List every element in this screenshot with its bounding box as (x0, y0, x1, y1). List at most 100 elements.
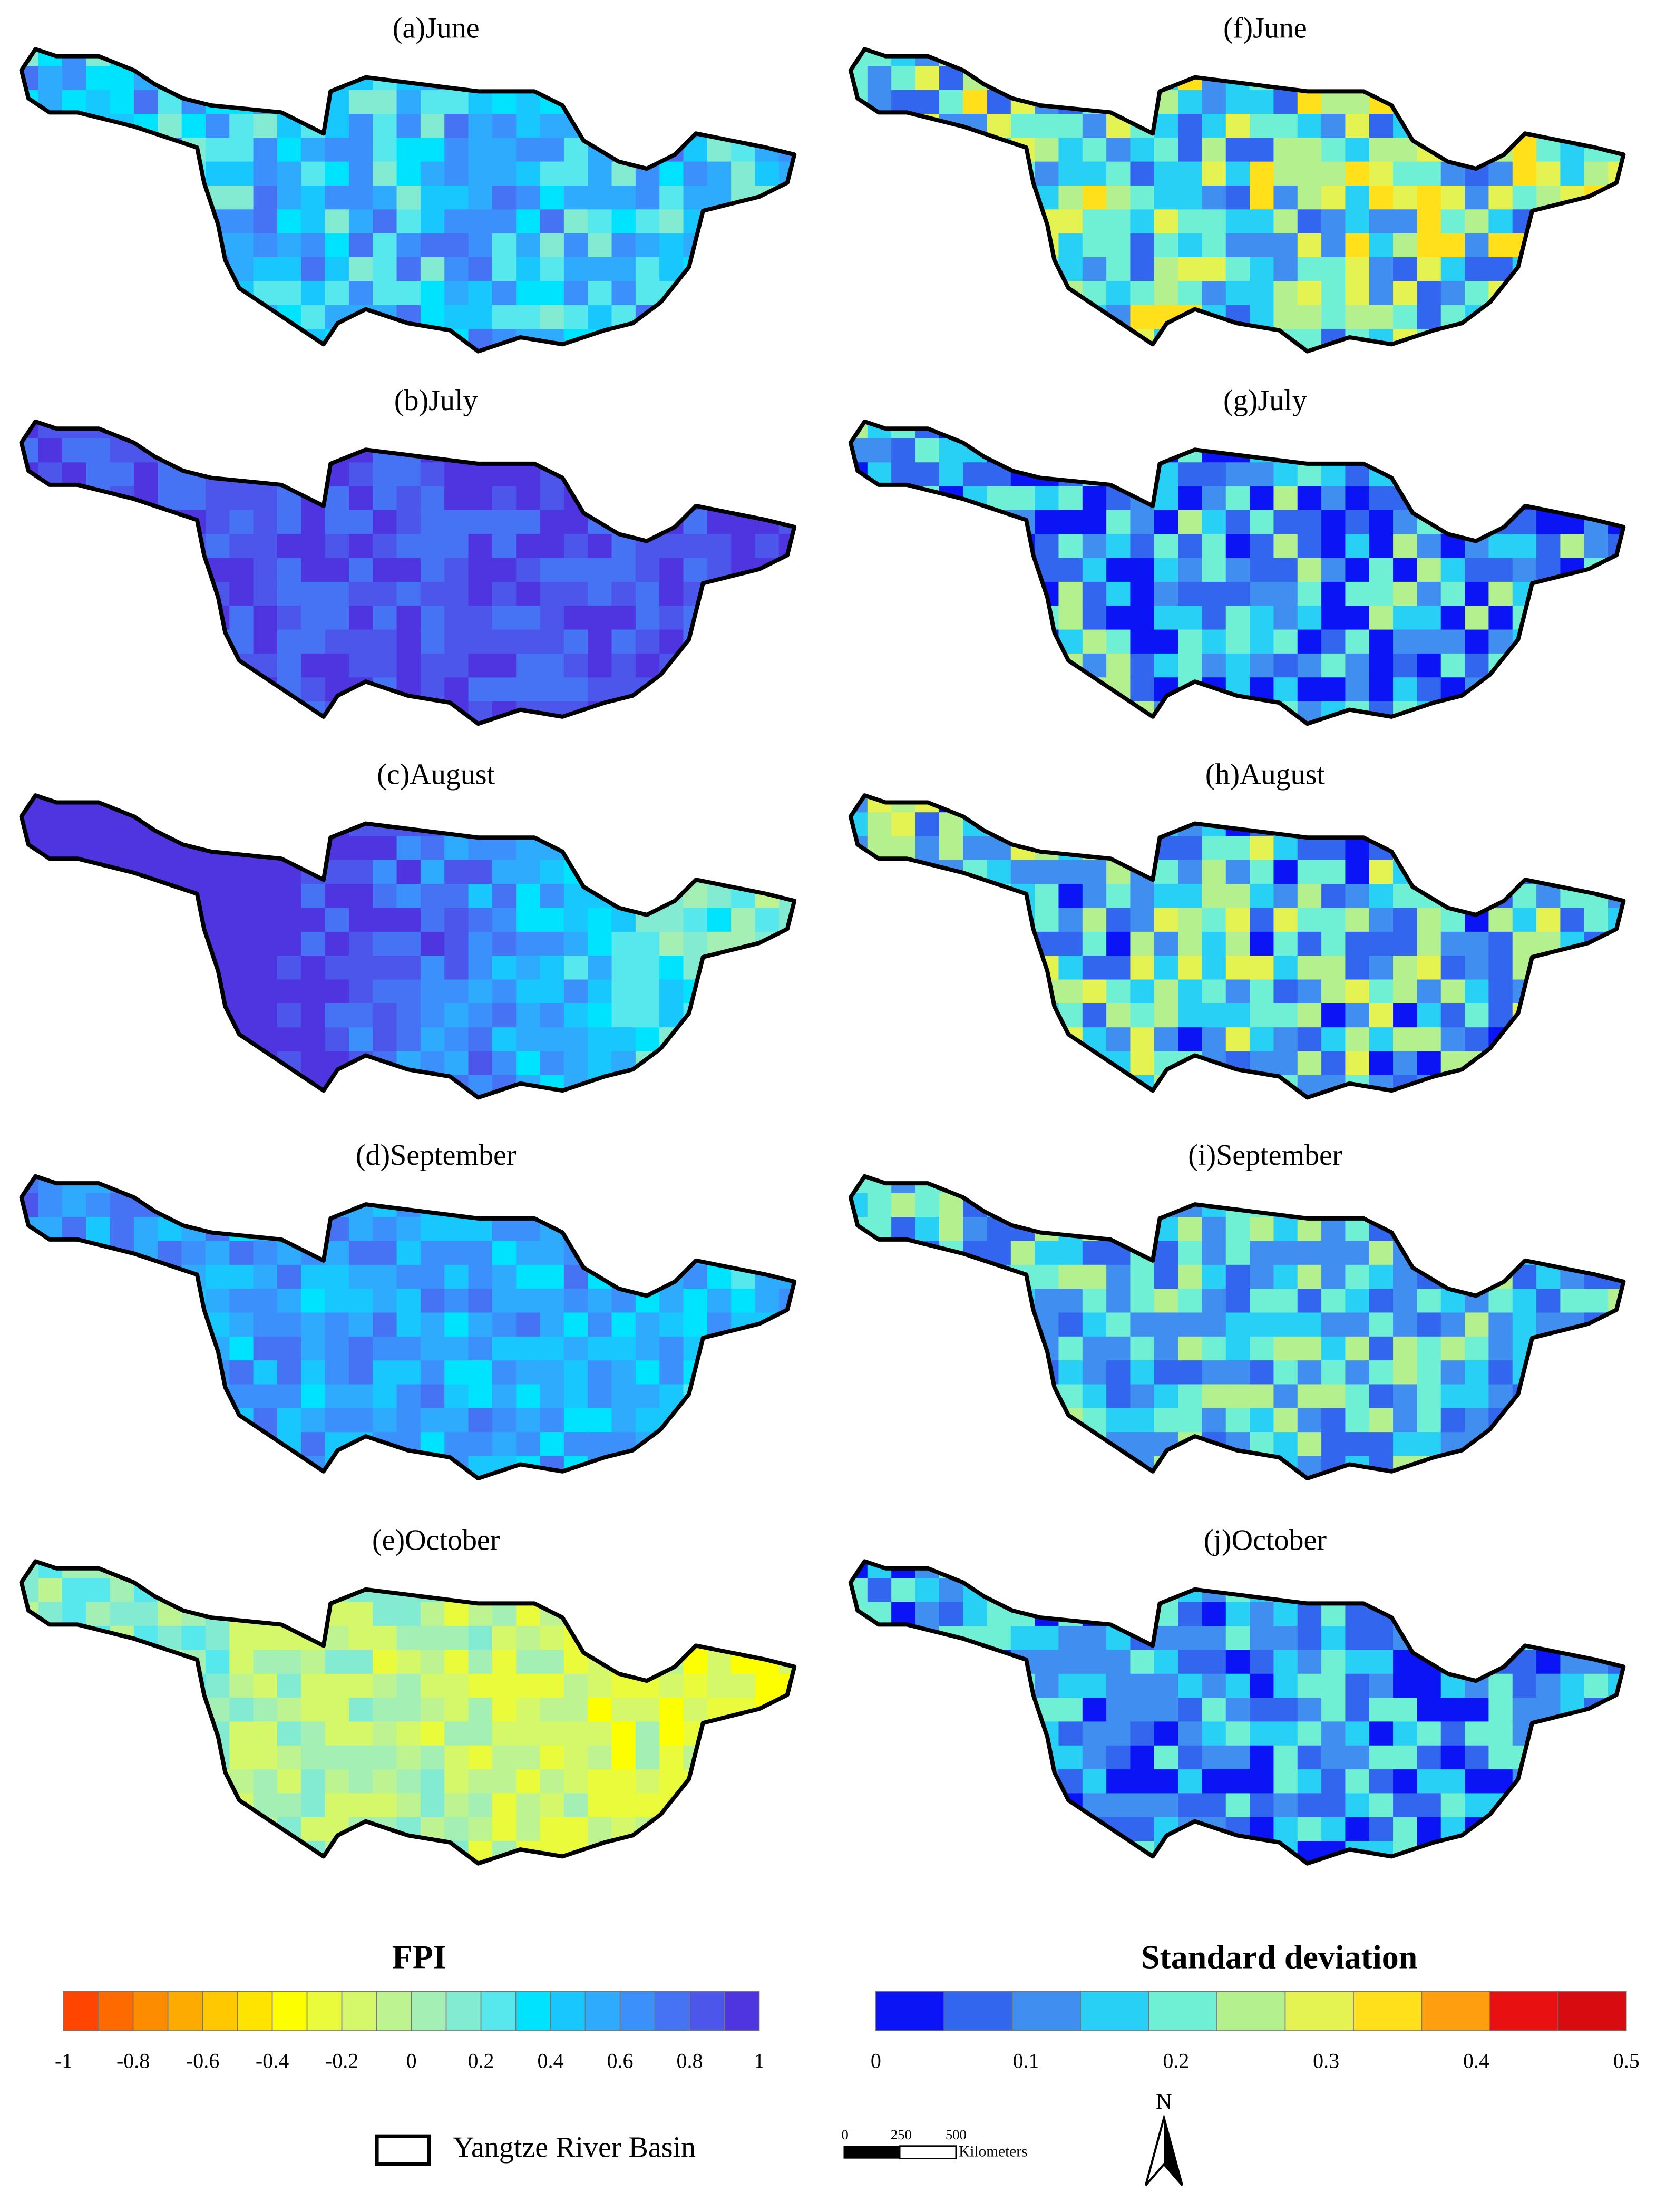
grid-cell (21, 1360, 39, 1385)
grid-cell (229, 1312, 254, 1338)
grid-cell (915, 1602, 940, 1627)
grid-cell (420, 1408, 445, 1433)
grid-cell (301, 510, 326, 535)
grid-cell (253, 1817, 278, 1842)
grid-cell (731, 677, 756, 702)
grid-cell (1393, 558, 1418, 583)
grid-cell (348, 185, 374, 210)
grid-cell (850, 113, 869, 139)
grid-cell (1250, 1865, 1274, 1889)
grid-cell (1440, 1217, 1466, 1242)
grid-cell (205, 1456, 230, 1479)
grid-cell (963, 1336, 988, 1361)
grid-cell (963, 328, 988, 352)
grid-cell (915, 353, 940, 377)
grid-cell (1154, 281, 1179, 306)
grid-cell (181, 860, 207, 885)
grid-cell (1512, 1027, 1537, 1052)
grid-cell (325, 1456, 350, 1479)
grid-cell (277, 979, 302, 1005)
grid-cell (62, 1721, 87, 1747)
grid-cell (563, 1051, 589, 1076)
grid-cell (987, 1312, 1012, 1338)
grid-cell (1417, 1432, 1442, 1457)
grid-cell (867, 1264, 892, 1290)
grid-cell (850, 677, 869, 702)
grid-cell (1417, 1408, 1442, 1433)
grid-cell (301, 1561, 326, 1579)
grid-cell (110, 1312, 135, 1338)
grid-cell (891, 1626, 916, 1651)
grid-cell (659, 558, 684, 583)
grid-cell (683, 677, 708, 702)
grid-cell (1250, 113, 1274, 139)
grid-cell (421, 353, 445, 377)
grid-cell (38, 653, 63, 678)
grid-cell (707, 1769, 732, 1794)
grid-cell (659, 1075, 684, 1098)
grid-cell (1273, 353, 1298, 377)
grid-cell (1273, 836, 1299, 861)
grid-cell (1417, 161, 1442, 187)
grid-cell (1058, 979, 1084, 1005)
grid-cell (1440, 1312, 1466, 1338)
grid-cell (915, 956, 940, 980)
grid-cell (1058, 1075, 1084, 1098)
grid-cell (659, 1360, 684, 1385)
grid-cell (516, 1561, 541, 1579)
grid-cell (707, 90, 732, 115)
grid-cell (1560, 1051, 1585, 1076)
grid-cell (659, 1289, 684, 1313)
grid-cell (1297, 1336, 1322, 1361)
grid-cell (492, 1769, 517, 1794)
grid-cell (1106, 185, 1131, 210)
grid-cell (563, 1673, 589, 1699)
grid-cell (1010, 1241, 1036, 1266)
grid-cell (588, 558, 612, 583)
grid-cell (1560, 233, 1585, 258)
grid-cell (891, 1673, 916, 1699)
grid-cell (1035, 138, 1059, 162)
grid-cell (1130, 1384, 1155, 1409)
grid-cell (1154, 1336, 1179, 1361)
grid-cell (683, 1289, 708, 1313)
grid-cell (86, 701, 111, 724)
grid-cell (755, 328, 780, 352)
grid-cell (1178, 1099, 1203, 1124)
grid-cell (707, 653, 732, 678)
grid-cell (867, 161, 892, 187)
grid-cells (850, 1176, 1624, 1479)
grid-cell (133, 233, 159, 258)
grid-cell (659, 49, 684, 67)
grid-cell (1488, 1312, 1514, 1338)
grid-cell (1512, 1698, 1537, 1722)
grid-cell (731, 1336, 756, 1361)
grid-cell (1130, 1289, 1155, 1313)
grid-cell (1010, 1769, 1036, 1794)
grid-cell (1369, 1241, 1394, 1266)
grid-cell (38, 1650, 63, 1675)
grid-cell (1536, 1432, 1561, 1457)
grid-cell (635, 233, 660, 258)
grid-cell (516, 1698, 541, 1722)
grid-cell (683, 1051, 708, 1076)
grid-cell (1010, 209, 1036, 234)
grid-cell (963, 1408, 988, 1433)
grid-cell (1465, 812, 1489, 837)
grid-cell (1154, 653, 1179, 678)
grid-cell (683, 1841, 708, 1864)
grid-cell (1225, 956, 1251, 980)
grid-cell (1536, 1075, 1561, 1098)
grid-cell (1608, 257, 1624, 282)
grid-cell (1440, 66, 1466, 91)
grid-cell (253, 1673, 278, 1699)
grid-cell (778, 1626, 795, 1651)
grid-cell (939, 1408, 964, 1433)
grid-cell (86, 257, 111, 282)
grid-cell (1178, 1217, 1203, 1242)
grid-cell (1035, 281, 1059, 306)
grid-cell (133, 328, 159, 352)
grid-cell (659, 725, 684, 750)
grid-cell (778, 581, 795, 607)
grid-cell (373, 1264, 397, 1290)
